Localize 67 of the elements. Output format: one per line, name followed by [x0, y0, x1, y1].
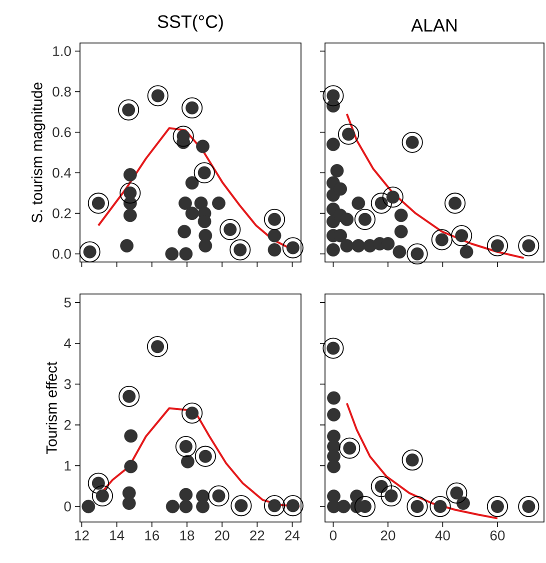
- point: [340, 212, 354, 226]
- point: [327, 460, 340, 474]
- point: [196, 500, 210, 514]
- point: [185, 206, 199, 220]
- point: [82, 500, 96, 514]
- x-tick-label: 12: [75, 530, 89, 540]
- y-tick-label: 4: [64, 338, 72, 348]
- y-axis-title: S. tourism magnitude: [31, 82, 46, 222]
- point: [198, 239, 212, 252]
- point: [327, 408, 340, 422]
- point: [165, 247, 179, 261]
- y-tick-label: 0.6: [52, 127, 71, 138]
- y-tick-label: 5: [64, 298, 71, 308]
- point: [268, 228, 282, 242]
- point: [326, 243, 340, 257]
- chart-title: SST(°C): [158, 14, 223, 32]
- x-tick-label: 18: [180, 530, 194, 540]
- x-tick-label: 20: [380, 530, 396, 540]
- point: [352, 239, 366, 252]
- x-tick-label: 14: [110, 530, 124, 540]
- point: [327, 391, 340, 405]
- x-tick-label: 40: [435, 530, 450, 540]
- x-tick-label: 16: [145, 530, 160, 540]
- y-tick-label: 1: [64, 460, 71, 471]
- point: [178, 224, 192, 238]
- y-tick-label: 1.0: [53, 46, 71, 56]
- point: [179, 500, 193, 514]
- point: [123, 208, 137, 222]
- point: [352, 196, 366, 210]
- y-tick-label: 0: [64, 502, 71, 512]
- point: [122, 496, 136, 510]
- point: [268, 243, 282, 257]
- point: [460, 245, 474, 259]
- y-axis-title: Tourism effect: [46, 362, 57, 454]
- point: [124, 429, 138, 443]
- x-tick-label: 20: [215, 530, 230, 540]
- point: [120, 239, 134, 252]
- point: [330, 164, 344, 178]
- point: [124, 460, 138, 474]
- point: [179, 247, 193, 261]
- point: [178, 196, 192, 210]
- point: [334, 182, 348, 196]
- x-tick-label: 0: [330, 530, 337, 540]
- y-tick-label: 2: [64, 420, 71, 430]
- x-tick-label: 22: [250, 530, 264, 540]
- y-tick-label: 0.4: [52, 168, 72, 178]
- y-tick-label: 0.0: [52, 248, 71, 259]
- y-tick-label: 0.2: [52, 208, 71, 218]
- point: [166, 500, 180, 514]
- point: [180, 454, 194, 468]
- point: [212, 196, 226, 210]
- point: [392, 245, 406, 259]
- point: [185, 176, 199, 190]
- y-tick-label: 0.8: [52, 86, 71, 97]
- point: [196, 140, 210, 154]
- point: [326, 138, 340, 152]
- x-tick-label: 24: [285, 530, 300, 540]
- chart-title: ALAN: [411, 19, 456, 32]
- x-tick-label: 60: [490, 530, 505, 540]
- point: [179, 488, 193, 502]
- point: [194, 196, 208, 210]
- point: [336, 500, 350, 514]
- point: [123, 168, 137, 182]
- y-tick-label: 3: [64, 379, 71, 390]
- point: [394, 224, 408, 238]
- point: [394, 208, 408, 222]
- point: [340, 239, 354, 252]
